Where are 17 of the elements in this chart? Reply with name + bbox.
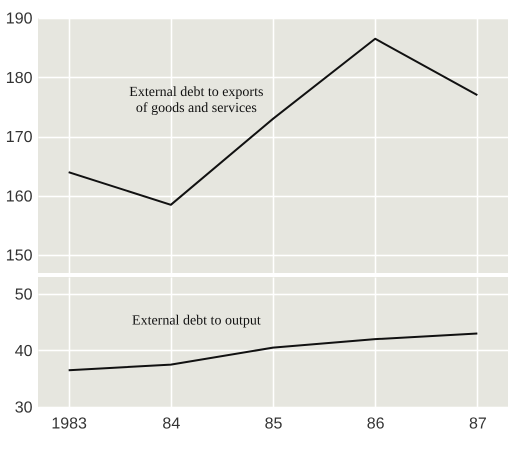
x-tick-label: 84 xyxy=(162,416,180,432)
y-tick-label: 40 xyxy=(14,342,33,360)
x-tick-label: 86 xyxy=(366,416,385,432)
y-tick-label: 50 xyxy=(14,286,33,304)
line-series xyxy=(68,332,478,372)
series-label: External debt to exports of goods and services xyxy=(129,84,264,116)
y-tick-label: 180 xyxy=(6,70,33,87)
y-tick-label: 160 xyxy=(6,188,33,206)
x-tick-label: 1983 xyxy=(51,416,88,432)
y-tick-label: 150 xyxy=(6,248,33,265)
x-tick-label: 87 xyxy=(468,416,487,432)
y-tick-label: 170 xyxy=(6,129,33,146)
line-series xyxy=(68,38,478,206)
x-tick-label: 85 xyxy=(264,416,282,432)
series-label: External debt to output xyxy=(132,314,261,329)
y-tick-label: 30 xyxy=(14,400,33,416)
y-tick-label: 190 xyxy=(6,10,33,28)
